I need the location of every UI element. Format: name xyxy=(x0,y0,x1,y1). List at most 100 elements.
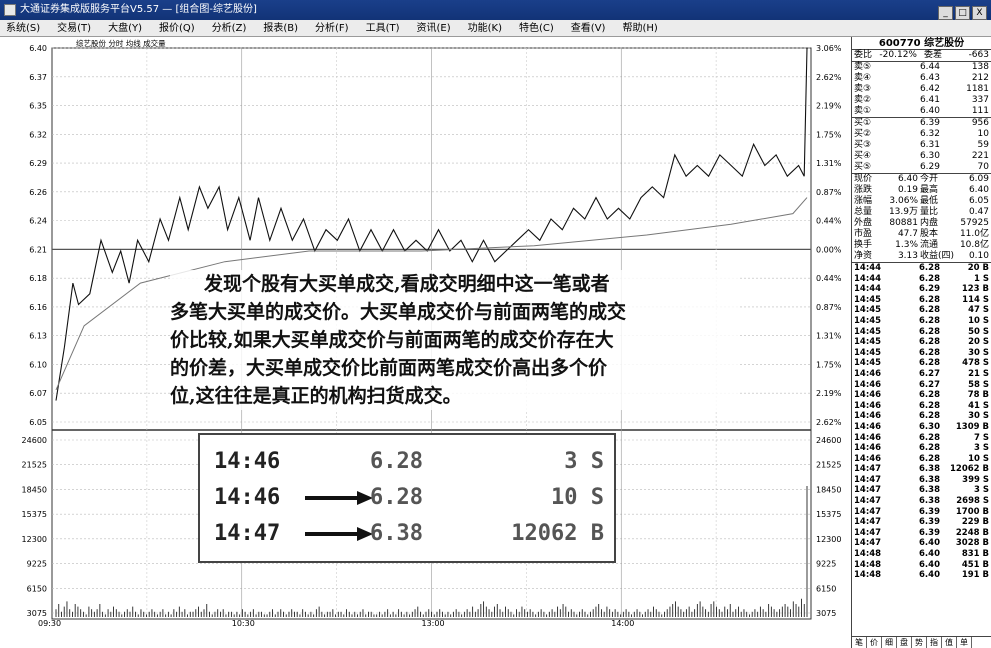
close-button[interactable]: X xyxy=(972,6,987,20)
tick-row: 14:48 6.40 831 B xyxy=(852,549,991,560)
tick-row: 14:45 6.28 10 S xyxy=(852,316,991,327)
menu-item[interactable]: 功能(K) xyxy=(467,23,502,34)
menu-item[interactable]: 查看(V) xyxy=(570,23,606,34)
book-row: 卖③ 6.42 1181 xyxy=(852,84,991,95)
panel-tab[interactable]: 势 xyxy=(912,637,927,648)
tick-time: 14:47 xyxy=(854,506,882,517)
panel-tab[interactable]: 指 xyxy=(927,637,942,648)
tick-time: 14:45 xyxy=(854,358,882,369)
maximize-button[interactable]: □ xyxy=(955,6,970,20)
annotation-line: 的价差，大买单成交价比前面两笔成交价高出多个价 xyxy=(170,357,608,379)
tick-row: 14:45 6.28 478 S xyxy=(852,358,991,369)
tick-volume: 10 S xyxy=(968,453,989,464)
menu-item[interactable]: 分析(Z) xyxy=(211,23,247,34)
annotation-line: 位,这往往是真正的机构扫货成交。 xyxy=(170,385,462,407)
tick-row: 14:46 6.27 58 S xyxy=(852,380,991,391)
tick-volume: 399 S xyxy=(962,474,989,485)
tick-row: 14:45 6.28 114 S xyxy=(852,295,991,306)
tick-price: 6.39 xyxy=(919,517,940,528)
pct-tick-label: 2.19% xyxy=(816,389,842,398)
tick-time: 14:46 xyxy=(854,368,882,379)
panel-tab[interactable]: 单 xyxy=(957,637,972,648)
price-tick-label: 6.24 xyxy=(29,217,47,226)
book-volume: 10 xyxy=(977,129,989,139)
book-price: 6.39 xyxy=(919,118,940,128)
tick-volume: 2698 S xyxy=(956,496,989,507)
time-tick-label: 10:30 xyxy=(232,619,255,628)
time-tick-label: 14:00 xyxy=(611,619,634,628)
tick-volume: 20 S xyxy=(968,337,989,348)
tick-volume: 58 S xyxy=(968,379,989,390)
price-tick-label: 6.05 xyxy=(29,418,47,427)
book-volume: 59 xyxy=(977,140,989,150)
tick-price: 6.38 xyxy=(919,496,940,507)
panel-tab[interactable]: 细 xyxy=(882,637,897,648)
minimize-button[interactable]: _ xyxy=(938,6,953,20)
pct-tick-label: 2.62% xyxy=(816,73,842,82)
inset-time: 14:47 xyxy=(214,521,281,546)
stat-label: 现价 xyxy=(854,174,873,184)
tick-price: 6.28 xyxy=(919,294,940,305)
stat-value-2: 0.47 xyxy=(968,207,989,217)
panel-tab[interactable]: 值 xyxy=(942,637,957,648)
tick-volume: 3028 B xyxy=(955,538,989,549)
stat-row: 总量 13.9万 量比 0.47 xyxy=(852,207,991,218)
menu-item[interactable]: 特色(C) xyxy=(519,23,554,34)
price-tick-label: 6.26 xyxy=(29,188,47,197)
time-tick-label: 09:30 xyxy=(38,619,61,628)
inset-price: 6.28 xyxy=(370,449,423,474)
stat-value: 6.40 xyxy=(897,174,918,184)
tick-row: 14:46 6.27 21 S xyxy=(852,369,991,380)
bid-book: 买① 6.39 956 买② 6.32 10 买③ 6.31 59 买④ 6.30 221 买⑤ 6.29… xyxy=(852,117,991,173)
quote-panel: 600770 综艺股份 委比 -20.12% 委差 -663 卖⑤ 6.44 138… xyxy=(851,37,991,648)
tick-volume: 47 S xyxy=(968,305,989,316)
panel-tab[interactable]: 笔 xyxy=(852,637,867,648)
price-tick-label: 6.16 xyxy=(29,303,47,312)
tick-time: 14:48 xyxy=(854,559,882,570)
tick-volume: 123 B xyxy=(961,284,989,295)
book-label: 卖③ xyxy=(854,84,872,94)
tick-price: 6.39 xyxy=(919,527,940,538)
tick-volume: 1700 B xyxy=(955,506,989,517)
tick-row: 14:44 6.28 20 B xyxy=(852,263,991,274)
price-tick-label: 6.18 xyxy=(29,274,47,283)
menu-item[interactable]: 大盘(Y) xyxy=(108,23,142,34)
panel-tab[interactable]: 盘 xyxy=(897,637,912,648)
tick-row: 14:47 6.38 2698 S xyxy=(852,496,991,507)
tick-time: 14:47 xyxy=(854,538,882,549)
tick-price: 6.40 xyxy=(919,559,940,570)
stat-value: 13.9万 xyxy=(888,207,918,217)
book-row: 买③ 6.31 59 xyxy=(852,140,991,151)
book-price: 6.44 xyxy=(919,62,940,72)
tick-price: 6.28 xyxy=(919,443,940,454)
stat-value: 3.06% xyxy=(889,196,918,206)
menu-item[interactable]: 系统(S) xyxy=(6,23,41,34)
tick-row: 14:45 6.28 47 S xyxy=(852,305,991,316)
menu-item[interactable]: 资讯(E) xyxy=(416,23,451,34)
tick-volume: 30 S xyxy=(968,411,989,422)
tick-volume: 1 S xyxy=(974,273,989,284)
book-volume: 956 xyxy=(971,118,989,128)
diff-label: 委差 xyxy=(924,50,943,60)
tick-row: 14:45 6.28 30 S xyxy=(852,348,991,359)
menu-item[interactable]: 交易(T) xyxy=(57,23,92,34)
stat-row: 净资 3.13 收益(四) 0.10 xyxy=(852,251,991,262)
tick-row: 14:44 6.28 1 S xyxy=(852,274,991,285)
menu-item[interactable]: 分析(F) xyxy=(315,23,349,34)
pct-tick-label: 3.06% xyxy=(816,44,842,53)
inset-volume: 10 S xyxy=(551,485,604,510)
stat-label-2: 流通 xyxy=(920,240,939,250)
stat-label: 净资 xyxy=(854,251,873,261)
tick-time: 14:46 xyxy=(854,432,882,443)
menu-item[interactable]: 工具(T) xyxy=(365,23,400,34)
menu-item[interactable]: 报表(B) xyxy=(263,23,299,34)
inset-price: 6.28 xyxy=(370,485,423,510)
menu-item[interactable]: 报价(Q) xyxy=(159,23,195,34)
ask-book: 卖⑤ 6.44 138 卖④ 6.43 212 卖③ 6.42 1181 卖② 6.41 337 卖① 6… xyxy=(852,61,991,117)
tick-volume: 50 S xyxy=(968,326,989,337)
menu-item[interactable]: 帮助(H) xyxy=(622,23,658,34)
menu-bar: 系统(S) 交易(T) 大盘(Y) 报价(Q) 分析(Z) 报表(B) 分析(F) 工具(T)… xyxy=(0,20,991,37)
tick-row: 14:48 6.40 191 B xyxy=(852,570,991,581)
panel-tab[interactable]: 价 xyxy=(867,637,882,648)
